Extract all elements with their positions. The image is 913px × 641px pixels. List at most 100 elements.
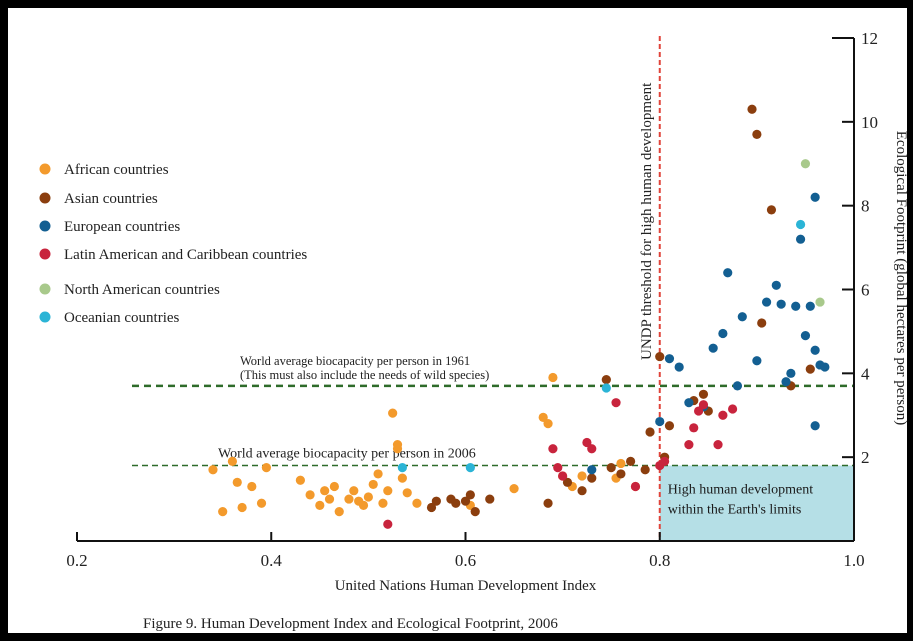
data-point (577, 471, 587, 481)
sustainable-zone-label-line2: within the Earth's limits (668, 503, 802, 518)
data-point (451, 498, 461, 508)
legend-marker (39, 220, 51, 232)
data-point (718, 410, 728, 420)
data-point (655, 416, 665, 427)
data-point (232, 477, 242, 487)
data-point (412, 498, 422, 508)
data-point (674, 362, 684, 372)
x-tick-label: 0.2 (66, 551, 87, 570)
data-point (431, 496, 441, 506)
data-point (723, 268, 733, 278)
y-tick-label: 4 (861, 364, 870, 383)
data-point (256, 498, 267, 508)
data-point (562, 477, 573, 487)
data-point (320, 486, 330, 496)
data-point (757, 318, 767, 328)
legend-label: Asian countries (64, 191, 158, 207)
data-point (820, 362, 830, 372)
x-tick-label: 1.0 (843, 551, 864, 570)
data-point (761, 297, 772, 307)
data-point (358, 500, 369, 510)
legend-marker (39, 283, 51, 295)
data-point (611, 398, 621, 408)
data-point (237, 502, 247, 513)
data-point (402, 488, 412, 498)
y-tick-label: 2 (861, 448, 870, 467)
data-point (324, 494, 335, 504)
data-point (601, 383, 611, 393)
data-point (334, 507, 344, 517)
x-axis: 0.2 0.4 0.6 0.8 1.0 (66, 532, 865, 570)
x-axis-title: United Nations Human Development Index (335, 578, 597, 594)
data-point (786, 368, 796, 378)
data-point (582, 437, 592, 448)
data-point (664, 354, 675, 364)
data-point (305, 490, 315, 500)
data-point (616, 458, 626, 469)
data-point (426, 502, 437, 513)
data-point (378, 498, 388, 508)
data-point (227, 456, 237, 466)
data-point (708, 343, 718, 353)
data-point (601, 375, 611, 385)
data-point (543, 419, 553, 429)
data-point (713, 439, 723, 450)
data-point (329, 481, 339, 492)
x-tick-label: 0.8 (649, 551, 670, 570)
data-point (587, 444, 597, 454)
data-point (553, 463, 563, 473)
data-point (630, 481, 641, 492)
scatter-chart: High human development within the Earth'… (39, 29, 909, 632)
data-point (781, 377, 791, 387)
data-point (616, 469, 626, 479)
data-point (800, 159, 811, 169)
data-point (397, 463, 407, 473)
legend-label: Oceanian countries (64, 310, 180, 326)
data-point (577, 486, 587, 496)
data-point (388, 408, 398, 418)
data-point (383, 519, 393, 529)
data-points (208, 104, 830, 529)
data-point (392, 444, 403, 454)
data-point (655, 351, 665, 362)
data-point (587, 473, 597, 483)
data-point (810, 345, 820, 355)
data-point (470, 507, 480, 517)
biocapacity-1961-label: World average biocapacity per person in … (240, 354, 470, 368)
legend-marker (39, 311, 51, 323)
data-point (315, 500, 325, 510)
sustainable-zone-region (659, 465, 854, 541)
data-point (538, 412, 548, 422)
figure-caption: Figure 9. Human Development Index and Ec… (143, 616, 558, 632)
data-point (640, 465, 650, 475)
data-point (218, 507, 228, 517)
data-point (363, 492, 373, 502)
data-point (368, 479, 378, 490)
data-point (698, 389, 709, 399)
data-point (684, 398, 694, 408)
y-tick-label: 10 (861, 113, 878, 132)
data-point (737, 312, 747, 322)
legend-label: North American countries (64, 282, 220, 298)
data-point (465, 490, 475, 500)
sustainable-zone-label-line1: High human development (668, 483, 814, 498)
data-point (694, 406, 704, 416)
y-tick-label: 12 (861, 29, 878, 48)
data-point (815, 297, 825, 307)
data-point (543, 498, 553, 508)
data-point (664, 421, 675, 431)
data-point (344, 494, 354, 504)
data-point (397, 473, 407, 483)
y-tick-label: 6 (861, 281, 870, 300)
data-point (383, 486, 393, 496)
data-point (509, 484, 519, 494)
data-point (791, 301, 801, 311)
data-point (732, 381, 743, 391)
data-point (349, 486, 359, 496)
x-tick-label: 0.6 (455, 551, 476, 570)
data-point (810, 421, 820, 431)
data-point (795, 219, 806, 230)
data-point (689, 423, 699, 433)
data-point (485, 494, 495, 504)
